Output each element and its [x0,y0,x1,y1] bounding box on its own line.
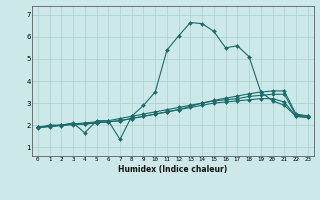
X-axis label: Humidex (Indice chaleur): Humidex (Indice chaleur) [118,165,228,174]
